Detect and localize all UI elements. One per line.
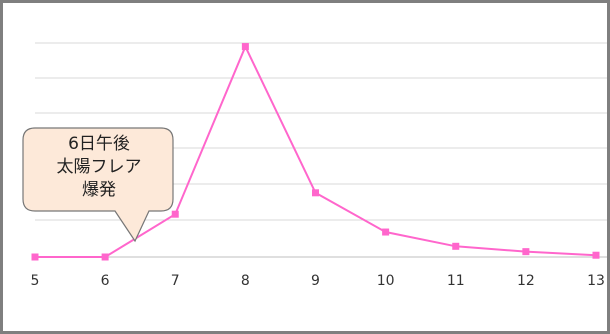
- x-tick-label: 12: [517, 273, 535, 289]
- data-point: [31, 253, 39, 261]
- annotation-line-3: 爆発: [82, 180, 116, 200]
- annotation-line-2: 太陽フレア: [56, 157, 142, 177]
- data-point: [101, 253, 109, 261]
- x-tick-label: 10: [377, 273, 395, 289]
- annotation-line-1: 6日午後: [68, 134, 130, 154]
- data-point: [312, 189, 319, 197]
- x-tick-label: 7: [171, 273, 180, 289]
- data-point: [452, 242, 460, 250]
- x-tick-label: 8: [241, 273, 250, 289]
- series-group: [31, 43, 600, 261]
- x-axis: 5 6 7 8 9 10 11 12 13: [31, 273, 605, 289]
- x-tick-label: 5: [31, 273, 40, 289]
- x-tick-label: 9: [311, 273, 320, 289]
- data-point: [522, 248, 530, 256]
- data-point: [382, 228, 390, 236]
- callout-bubble: [22, 127, 174, 243]
- data-point: [171, 210, 179, 218]
- x-tick-label: 6: [101, 273, 110, 289]
- data-point: [592, 251, 600, 259]
- x-tick-label: 11: [447, 273, 465, 289]
- x-tick-label: 13: [587, 273, 605, 289]
- annotation-text: 6日午後 太陽フレア 爆発: [27, 133, 171, 202]
- annotation-callout: [22, 127, 174, 243]
- data-point: [241, 43, 249, 51]
- line-chart: 5 6 7 8 9 10 11 12 13: [22, 42, 607, 289]
